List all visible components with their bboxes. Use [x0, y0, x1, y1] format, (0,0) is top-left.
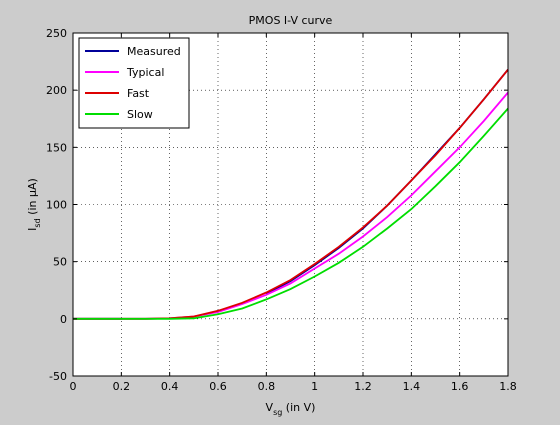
y-tick-label: 250	[46, 27, 67, 40]
y-tick-label: 200	[46, 84, 67, 97]
legend: Measured Typical Fast Slow	[78, 37, 190, 129]
x-tick-label: 0.2	[113, 380, 131, 393]
y-tick-label: 150	[46, 141, 67, 154]
y-tick-label: 50	[53, 256, 67, 269]
x-tick-label: 1	[311, 380, 318, 393]
x-tick-label: 1.8	[499, 380, 517, 393]
x-tick-label: 0.8	[258, 380, 276, 393]
legend-label-measured: Measured	[127, 45, 181, 58]
axis-ticks: 0 0.2 0.4 0.6 0.8 1 1.2 1.4 1.6 1.8-5005010015020…	[46, 27, 517, 393]
legend-label-slow: Slow	[127, 108, 153, 121]
series-lines	[73, 69, 509, 320]
legend-label-typical: Typical	[126, 66, 164, 79]
x-tick-label: 1.2	[354, 380, 372, 393]
x-tick-label: 0.4	[161, 380, 179, 393]
x-tick-label: 0	[70, 380, 77, 393]
legend-label-fast: Fast	[127, 87, 150, 100]
y-axis-label: Isd (in μA)	[26, 178, 42, 231]
x-tick-label: 1.4	[403, 380, 421, 393]
y-tick-label: 0	[60, 313, 67, 326]
y-tick-label: -50	[49, 370, 67, 383]
chart-title: PMOS I-V curve	[249, 14, 333, 27]
y-tick-label: 100	[46, 199, 67, 212]
x-tick-label: 0.6	[209, 380, 227, 393]
x-tick-label: 1.6	[451, 380, 469, 393]
x-axis-label: Vsg (in V)	[266, 401, 316, 417]
series-line-slow	[73, 107, 509, 320]
